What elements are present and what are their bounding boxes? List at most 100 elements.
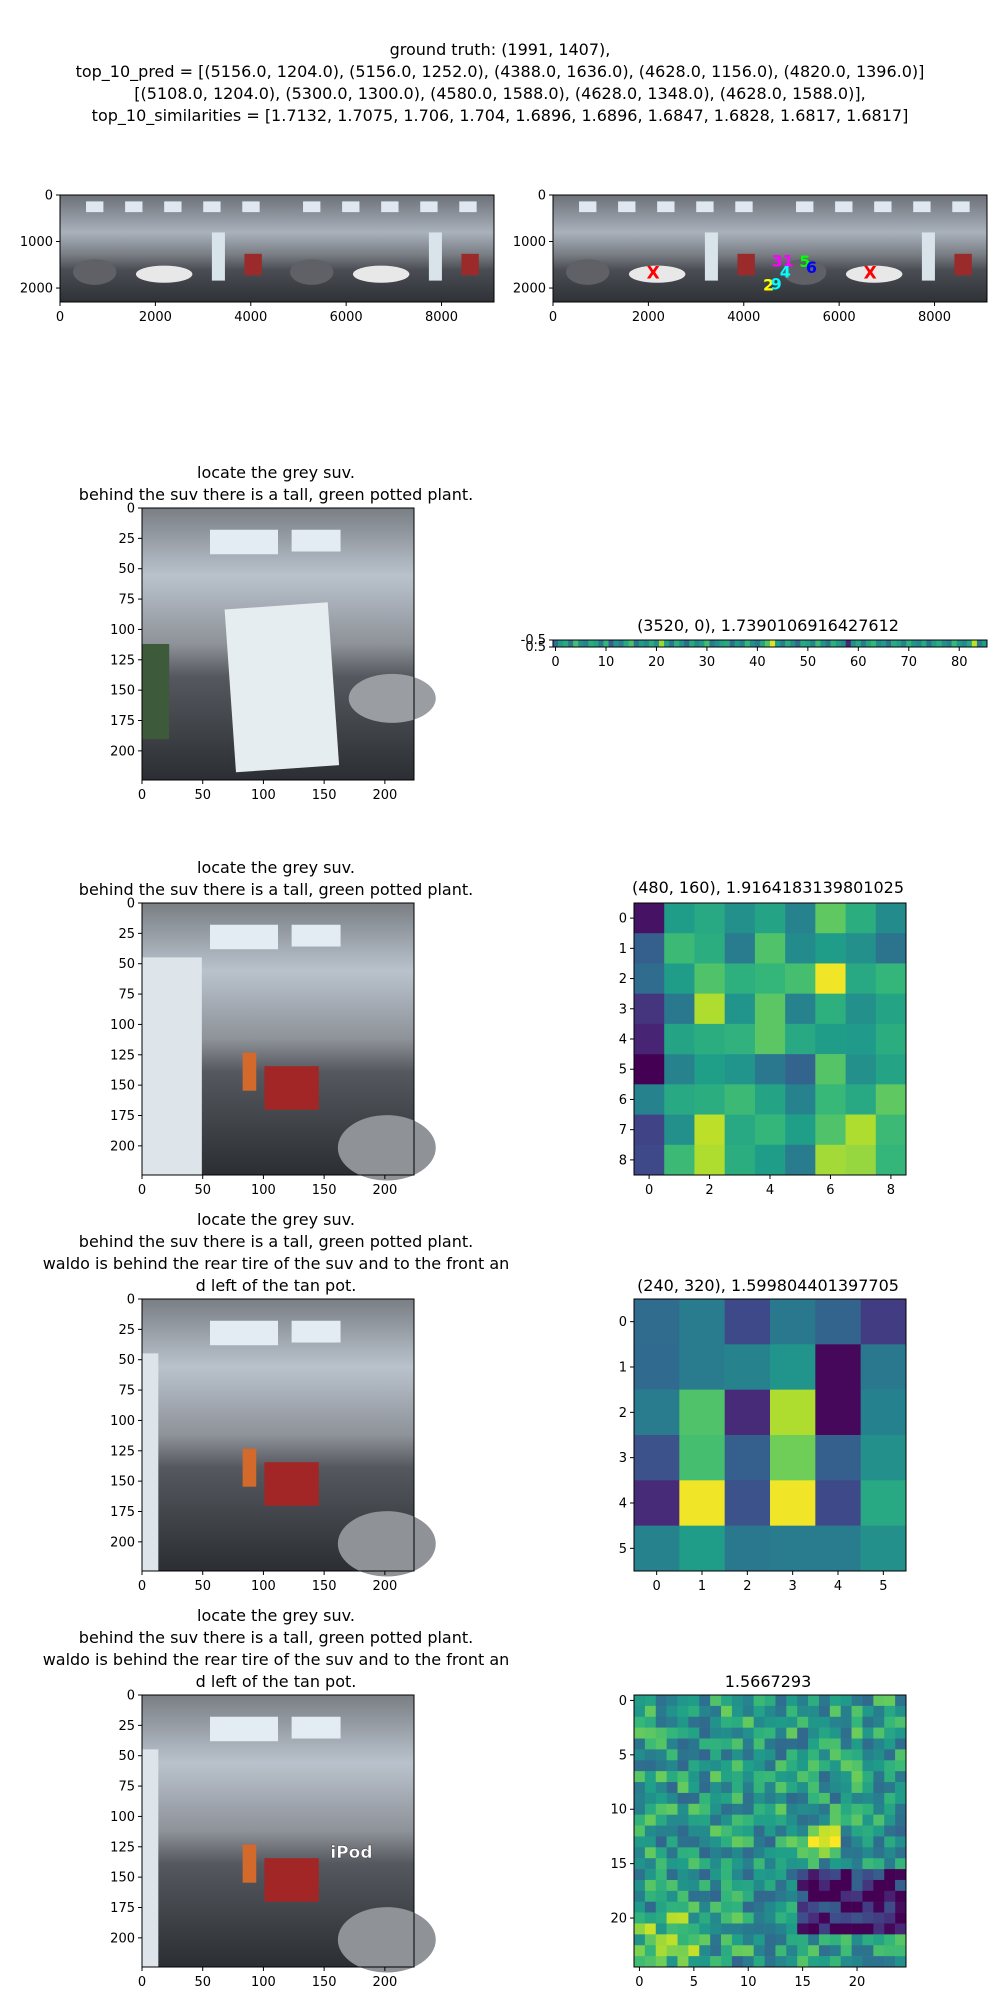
- heatmap-cell: [699, 1956, 711, 1968]
- heatmap-cell: [873, 1727, 885, 1739]
- x-tick-label: 5: [879, 1579, 887, 1594]
- strip-cell: [613, 640, 619, 647]
- heatmap-cell: [634, 1144, 665, 1176]
- heatmap-cell: [764, 1945, 776, 1957]
- ipod-label: iPod: [330, 1843, 372, 1863]
- heatmap-cell: [829, 1825, 842, 1837]
- y-tick-label: 150: [110, 684, 135, 699]
- heatmap-cell: [731, 1825, 744, 1837]
- heatmap-cell: [634, 933, 665, 964]
- heatmap-cell: [764, 1912, 776, 1924]
- heatmap-cell: [840, 1825, 852, 1837]
- heatmap-cell: [851, 1705, 863, 1718]
- heatmap-cell: [664, 963, 695, 994]
- heatmap-cell: [679, 1525, 725, 1572]
- strip-cell: [633, 640, 640, 647]
- heatmap-cell: [884, 1847, 896, 1859]
- heatmap-cell: [818, 1836, 831, 1848]
- heatmap-cell: [818, 1825, 831, 1837]
- x-tick-label: 70: [901, 655, 918, 670]
- heatmap-cell: [710, 1912, 722, 1924]
- strip-cell: [689, 640, 695, 647]
- heatmap-cell: [677, 1738, 689, 1750]
- heatmap-cell: [797, 1814, 809, 1826]
- heatmap-cell: [710, 1705, 722, 1718]
- heatmap-cell: [875, 903, 907, 934]
- heatmap-cell: [724, 1054, 756, 1085]
- y-tick-label: 175: [110, 1109, 135, 1124]
- orange-booth: [242, 1052, 257, 1091]
- heatmap-cell: [699, 1825, 711, 1837]
- x-tick-label: 4000: [727, 310, 760, 325]
- heatmap-cell: [808, 1879, 820, 1892]
- heatmap-cell: [764, 1695, 776, 1707]
- heatmap-cell: [731, 1738, 744, 1750]
- y-tick-label: 20: [610, 1912, 627, 1927]
- heatmap-cell: [634, 1389, 680, 1436]
- heatmap-cell: [644, 1705, 657, 1718]
- heatmap-cell: [753, 1695, 765, 1707]
- heatmap-cell: [895, 1912, 907, 1924]
- heatmap-cell: [829, 1738, 842, 1750]
- strip-cell: [759, 640, 766, 647]
- heatmap-cell: [721, 1749, 733, 1761]
- heatmap-cell: [634, 1792, 646, 1805]
- heatmap-cell: [688, 1836, 700, 1848]
- heatmap-cell: [724, 903, 756, 934]
- display-panel: [224, 602, 340, 773]
- heatmap-cell: [895, 1760, 907, 1772]
- heatmap-cell: [845, 1084, 877, 1115]
- orange-booth: [242, 1448, 257, 1487]
- heatmap-cell: [721, 1695, 733, 1707]
- heatmap-cell: [688, 1771, 700, 1783]
- heatmap-cell: [721, 1847, 733, 1859]
- heatmap-cell: [666, 1912, 678, 1924]
- heatmap-cell: [753, 1792, 765, 1805]
- axes-frame: [552, 639, 988, 648]
- heatmap-cell: [699, 1945, 711, 1957]
- heatmap-cell: [731, 1858, 744, 1870]
- heatmap-cell: [710, 1869, 722, 1881]
- heatmap-cell: [753, 1749, 765, 1761]
- heatmap-cell: [884, 1782, 896, 1794]
- heatmap-cell: [699, 1901, 711, 1913]
- heatmap-cell: [764, 1836, 776, 1848]
- y-tick-label: 150: [110, 1079, 135, 1094]
- x-tick-label: 200: [372, 788, 397, 803]
- heatmap-cell: [808, 1782, 820, 1794]
- heatmap-cell: [862, 1836, 874, 1848]
- red-vehicle-shape: [954, 253, 972, 276]
- heatmap-cell: [764, 1727, 776, 1739]
- heatmap-cell: [666, 1716, 678, 1728]
- heatmap-cell: [721, 1836, 733, 1848]
- heatmap-cell: [644, 1803, 657, 1815]
- heatmap-cell: [666, 1836, 678, 1848]
- heatmap-cell: [655, 1836, 667, 1848]
- heatmap-cell: [808, 1749, 820, 1761]
- strip-cell: [674, 640, 680, 647]
- red-vehicle-shape: [461, 253, 479, 276]
- strip-cell: [926, 640, 932, 647]
- heatmap-cell: [851, 1858, 863, 1870]
- heatmap-cell: [808, 1836, 820, 1848]
- heatmap-cell: [634, 1760, 646, 1772]
- heatmap-cell: [655, 1738, 667, 1750]
- heatmap-cell: [895, 1934, 907, 1946]
- x-tick-label: 150: [312, 1975, 337, 1990]
- heatmap-cell: [808, 1803, 820, 1815]
- heatmap-cell: [862, 1749, 874, 1761]
- heatmap-cell: [721, 1727, 733, 1739]
- heatmap-cell: [644, 1825, 657, 1837]
- heatmap-cell: [644, 1901, 657, 1913]
- heatmap-cell: [742, 1836, 754, 1848]
- y-tick-label: 25: [118, 1719, 135, 1734]
- heatmap-cell: [724, 1299, 771, 1345]
- heatmap-cell: [742, 1934, 754, 1946]
- heatmap-cell: [666, 1858, 678, 1870]
- heatmap-cell: [699, 1912, 711, 1924]
- heatmap-cell: [860, 1299, 907, 1345]
- heatmap-cell: [721, 1879, 733, 1892]
- heatmap-cell: [840, 1803, 852, 1815]
- heatmap-cell: [895, 1771, 907, 1783]
- y-tick-label: 0: [127, 502, 135, 517]
